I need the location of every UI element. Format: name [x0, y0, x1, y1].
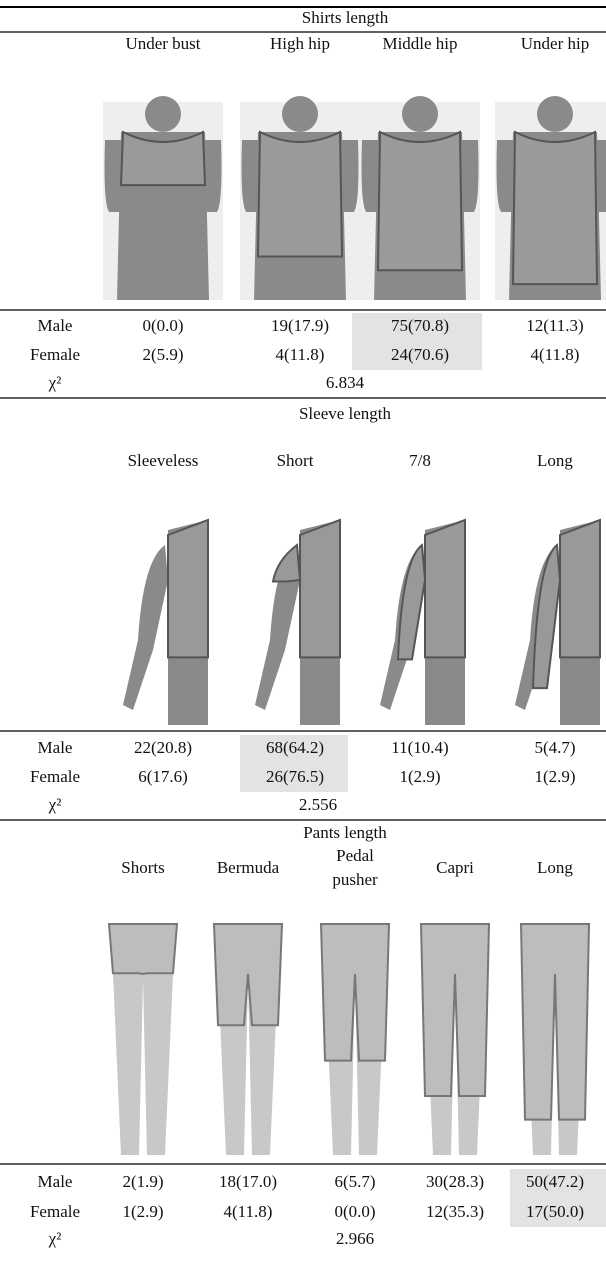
- column-header: Under hip: [521, 34, 589, 53]
- column-header: Bermuda: [217, 858, 280, 877]
- cell: 24(70.6): [391, 345, 449, 364]
- illustration: [495, 96, 606, 300]
- chi-value: 2.556: [299, 795, 337, 814]
- head: [537, 96, 573, 132]
- pants: [521, 924, 589, 1120]
- illustration: [255, 520, 340, 725]
- cell: 17(50.0): [526, 1202, 584, 1221]
- shirt: [258, 132, 342, 256]
- section-title: Pants length: [303, 823, 387, 842]
- cell: 50(47.2): [526, 1172, 584, 1191]
- illustration: [360, 96, 480, 300]
- cell: 1(2.9): [534, 767, 575, 786]
- section-title: Sleeve length: [299, 404, 392, 423]
- cell: 4(11.8): [531, 345, 580, 364]
- shirt: [560, 520, 600, 657]
- illustration: [109, 924, 177, 1155]
- pants: [214, 924, 282, 1025]
- illustration: [214, 924, 282, 1155]
- sleeve: [398, 545, 425, 659]
- cell: 12(35.3): [426, 1202, 484, 1221]
- column-header: Short: [277, 451, 314, 470]
- illustration: [240, 96, 360, 300]
- sleeve: [533, 545, 560, 688]
- cell: 1(2.9): [399, 767, 440, 786]
- cell: 22(20.8): [134, 738, 192, 757]
- chi-label: χ²: [48, 795, 62, 814]
- row-label: Male: [38, 738, 73, 757]
- cell: 0(0.0): [142, 316, 183, 335]
- pants: [109, 924, 177, 974]
- shirt: [513, 132, 597, 284]
- cell: 75(70.8): [391, 316, 449, 335]
- pants: [421, 924, 489, 1096]
- column-header: 7/8: [409, 451, 431, 470]
- cell: 6(5.7): [334, 1172, 375, 1191]
- row-label: Female: [30, 345, 80, 364]
- cell: 5(4.7): [534, 738, 575, 757]
- chi-value: 6.834: [326, 373, 365, 392]
- section-title: Shirts length: [302, 8, 389, 27]
- shirt: [300, 520, 340, 657]
- illustration: [103, 96, 223, 300]
- shirt: [168, 520, 208, 657]
- sleeve: [273, 545, 300, 582]
- column-header: Long: [537, 451, 573, 470]
- chi-value: 2.966: [336, 1229, 374, 1248]
- cell: 11(10.4): [391, 738, 448, 757]
- arm: [123, 545, 168, 710]
- shirt: [378, 132, 462, 270]
- cell: 30(28.3): [426, 1172, 484, 1191]
- column-header: Capri: [436, 858, 474, 877]
- column-header: Under bust: [125, 34, 200, 53]
- cell: 6(17.6): [138, 767, 188, 786]
- column-header-line: pusher: [332, 870, 378, 889]
- chi-label: χ²: [48, 373, 62, 392]
- row-label: Male: [38, 1172, 73, 1191]
- illustration: [321, 924, 389, 1155]
- illustration: [380, 520, 465, 725]
- head: [402, 96, 438, 132]
- cell: 4(11.8): [276, 345, 325, 364]
- cell: 68(64.2): [266, 738, 324, 757]
- illustration: [421, 924, 489, 1155]
- illustration: [123, 520, 208, 725]
- pants: [321, 924, 389, 1061]
- cell: 1(2.9): [122, 1202, 163, 1221]
- column-header: High hip: [270, 34, 330, 53]
- column-header: Shorts: [121, 858, 164, 877]
- column-header: Middle hip: [382, 34, 457, 53]
- row-label: Male: [38, 316, 73, 335]
- head: [282, 96, 318, 132]
- cell: 18(17.0): [219, 1172, 277, 1191]
- shirt: [425, 520, 465, 657]
- page: Shirts length Under bust High hip Middle hi…: [0, 0, 606, 1270]
- row-label: Female: [30, 767, 80, 786]
- row-label: Female: [30, 1202, 80, 1221]
- cell: 19(17.9): [271, 316, 329, 335]
- cell: 26(76.5): [266, 767, 324, 786]
- illustration: [521, 924, 589, 1155]
- chi-label: χ²: [48, 1229, 62, 1248]
- cell: 2(1.9): [122, 1172, 163, 1191]
- head: [145, 96, 181, 132]
- column-header: Long: [537, 858, 573, 877]
- illustration: [515, 520, 600, 725]
- column-header-line: Pedal: [336, 846, 374, 865]
- cell: 4(11.8): [224, 1202, 273, 1221]
- cell: 0(0.0): [334, 1202, 375, 1221]
- cell: 12(11.3): [526, 316, 583, 335]
- column-header: Pedal pusher: [332, 846, 378, 889]
- cell: 2(5.9): [142, 345, 183, 364]
- table: Shirts length Under bust High hip Middle hi…: [0, 0, 606, 1270]
- column-header: Sleeveless: [128, 451, 199, 470]
